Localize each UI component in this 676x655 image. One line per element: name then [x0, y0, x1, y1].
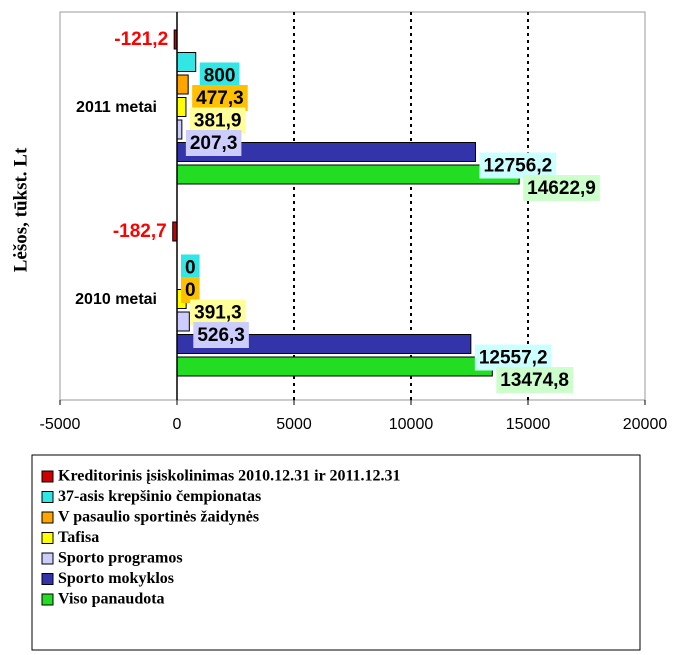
data-label: 381,9	[194, 111, 242, 132]
data-label: 12557,2	[479, 348, 548, 369]
x-tick-label: 15000	[506, 416, 551, 433]
data-label: -182,7	[113, 221, 167, 242]
data-label-box	[474, 344, 552, 371]
data-label-box	[523, 175, 600, 201]
legend	[31, 454, 641, 651]
legend-label: Tafisa	[58, 529, 99, 546]
legend-label: V pasaulio sportinės žaidynės	[58, 509, 259, 526]
bar	[176, 97, 187, 117]
data-label-box	[185, 130, 242, 156]
legend-marker	[41, 532, 54, 544]
x-tick-label: 20000	[623, 416, 668, 433]
data-label: 0	[185, 280, 196, 301]
x-tick-label: 10000	[389, 416, 434, 433]
data-label-box	[181, 254, 200, 281]
data-label: 0	[185, 258, 196, 279]
data-label: 13474,8	[500, 370, 569, 391]
data-label: 477,3	[196, 88, 244, 109]
plot-frame	[59, 11, 646, 401]
legend-label: 37-asis krepšinio čempionatas	[58, 488, 261, 505]
data-label-box	[193, 322, 249, 348]
legend-marker	[41, 491, 54, 503]
bar	[176, 74, 189, 95]
x-tick-label: -5000	[40, 416, 81, 433]
data-label-box	[479, 152, 557, 179]
y-axis-label: Lėšos, tūkst. Lt	[10, 147, 31, 272]
data-label-box	[181, 277, 200, 303]
data-label: 391,3	[194, 303, 242, 324]
legend-marker	[41, 573, 54, 585]
legend-label: Sporto programos	[58, 550, 183, 567]
bar	[176, 52, 197, 72]
data-label: 12756,2	[483, 156, 552, 177]
category-label: 2011 metai	[76, 99, 157, 116]
data-label: 526,3	[197, 325, 245, 346]
data-label: 14622,9	[527, 178, 596, 199]
data-label-box	[192, 85, 248, 111]
data-label-box	[496, 367, 573, 393]
legend-label: Sporto mokyklos	[58, 570, 174, 587]
legend-label: Viso panaudota	[58, 591, 165, 608]
bar	[176, 164, 520, 185]
category-label: 2010 metai	[75, 291, 157, 308]
legend-marker	[41, 470, 54, 483]
legend-marker	[41, 511, 54, 524]
legend-marker	[41, 593, 54, 606]
data-label-box	[190, 299, 246, 326]
legend-marker	[41, 552, 54, 565]
data-label-box	[189, 107, 246, 134]
data-label-box	[199, 62, 240, 89]
legend-label: Kreditorinis įsiskolinimas 2010.12.31 ir…	[58, 468, 401, 485]
data-label: -121,2	[114, 29, 168, 50]
x-tick-label: 0	[173, 416, 182, 433]
bar	[176, 311, 190, 332]
data-label: 800	[204, 66, 236, 87]
x-tick-label: 5000	[276, 416, 312, 433]
bar	[176, 356, 493, 377]
data-label: 207,3	[190, 133, 238, 154]
